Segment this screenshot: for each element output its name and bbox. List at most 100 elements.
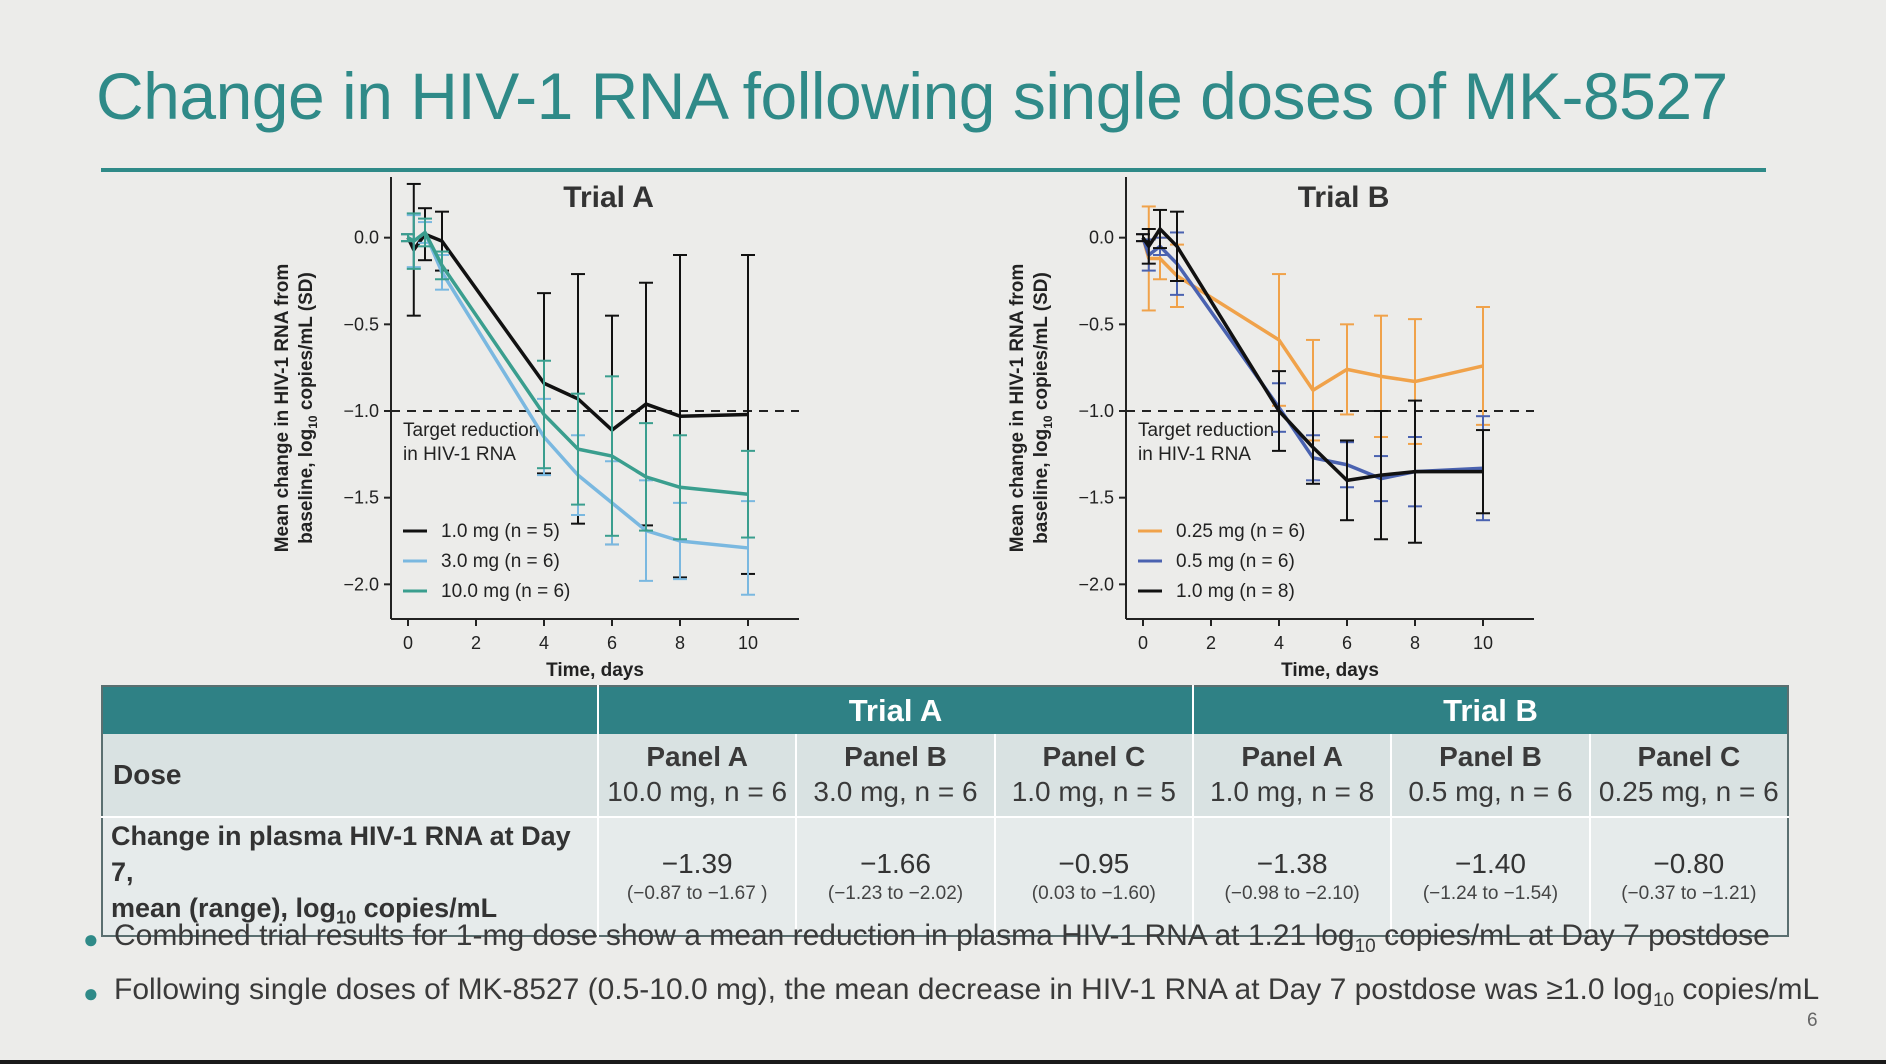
- chart-trial-a: Trial A 0.0 −0.5 −1.0 −1.5 −2.0 0 2 4 6 8 10 Time, d…: [272, 177, 799, 681]
- legend-label: 0.5 mg (n = 6): [1176, 551, 1295, 572]
- target-annotation: in HIV-1 RNA: [1138, 444, 1251, 465]
- x-tick-label: 10: [738, 633, 758, 653]
- x-tick-label: 6: [1342, 633, 1352, 653]
- bottom-bar: [0, 1060, 1886, 1064]
- page-number: 6: [1807, 1010, 1818, 1031]
- x-tick-label: 6: [607, 633, 617, 653]
- mean-value: −0.95: [1058, 847, 1130, 879]
- legend-label: 1.0 mg (n = 5): [441, 521, 560, 542]
- x-tick-label: 8: [1410, 633, 1420, 653]
- x-axis-label: Time, days: [546, 660, 644, 681]
- value-cell: −0.80 (−0.37 to −1.21): [1588, 815, 1788, 937]
- series-0: [1136, 205, 1490, 445]
- range-value: (−0.98 to −2.10): [1224, 882, 1360, 904]
- chart-trial-b: Trial B 0.0 −0.5 −1.0 −1.5 −2.0 0 2 4 6 8 10 Time, d…: [1007, 177, 1534, 681]
- dose-row-label: Dose: [102, 734, 598, 817]
- value-cell: −1.38 (−0.98 to −2.10): [1191, 815, 1392, 937]
- bullet-item: ● Combined trial results for 1-mg dose s…: [80, 914, 1819, 968]
- bullet-dot-icon: ●: [83, 924, 99, 954]
- series-2: [401, 212, 755, 541]
- panel-dose: 0.25 mg, n = 6: [1598, 776, 1779, 807]
- target-annotation: in HIV-1 RNA: [403, 444, 516, 465]
- range-value: (−1.23 to −2.02): [827, 882, 964, 904]
- y-tick-label: −2.0: [343, 574, 379, 594]
- value-cell: −0.95 (0.03 to −1.60): [993, 815, 1193, 937]
- header-trial-b: Trial B: [1191, 686, 1788, 734]
- y-axis-label-line2: baseline, log10 copies/mL (SD): [296, 272, 320, 544]
- mean-value: −1.39: [661, 847, 733, 879]
- change-label-line2: mean (range), log10 copies/mL: [111, 893, 498, 928]
- mean-value: −0.80: [1653, 847, 1725, 879]
- range-value: (−0.37 to −1.21): [1621, 882, 1757, 904]
- panel-cell: Panel C 0.25 mg, n = 6: [1588, 734, 1788, 817]
- x-tick-label: 8: [675, 633, 685, 653]
- panel-cell: Panel C 1.0 mg, n = 5: [993, 734, 1193, 817]
- y-tick-label: −1.0: [1078, 401, 1114, 421]
- series-line: [407, 230, 749, 496]
- target-annotation: Target reduction: [1138, 420, 1274, 441]
- panel-name: Panel A: [646, 741, 748, 772]
- x-tick-label: 10: [1473, 633, 1493, 653]
- panel-name: Panel A: [1241, 741, 1343, 772]
- change-label-line1: Change in plasma HIV-1 RNA at Day 7,: [111, 821, 571, 887]
- range-value: (−0.87 to −1.67 ): [626, 882, 768, 904]
- y-tick-label: −1.5: [343, 488, 379, 508]
- target-annotation: Target reduction: [403, 420, 539, 441]
- range-value: (0.03 to −1.60): [1031, 882, 1156, 904]
- bullet-dot-icon: ●: [83, 978, 99, 1008]
- panel-cell: Panel B 3.0 mg, n = 6: [795, 734, 995, 817]
- panel-name: Panel B: [1439, 741, 1542, 772]
- value-cell: −1.39 (−0.87 to −1.67 ): [596, 815, 797, 937]
- panel-dose: 1.0 mg, n = 8: [1210, 776, 1375, 807]
- legend-label: 3.0 mg (n = 6): [441, 551, 560, 572]
- bullet-item: ● Following single doses of MK-8527 (0.5…: [80, 968, 1819, 1022]
- header-blank-cell: [102, 686, 598, 734]
- panel-dose: 10.0 mg, n = 6: [607, 776, 788, 807]
- header-trial-a: Trial A: [597, 686, 1193, 734]
- series-2: [1136, 208, 1490, 544]
- series-0: [401, 182, 755, 579]
- panel-cell: Panel B 0.5 mg, n = 6: [1390, 734, 1590, 817]
- panel-name: Panel C: [1042, 741, 1146, 772]
- y-tick-label: −0.5: [343, 314, 379, 334]
- change-row-label: Change in plasma HIV-1 RNA at Day 7, mea…: [102, 815, 598, 937]
- panel-dose: 1.0 mg, n = 5: [1011, 776, 1176, 807]
- y-axis-label-line2: baseline, log10 copies/mL (SD): [1031, 272, 1055, 544]
- y-tick-label: −1.5: [1078, 488, 1114, 508]
- x-tick-label: 4: [539, 633, 549, 653]
- results-table: Trial A Trial B Dose Panel A 10.0 mg, n …: [101, 685, 1789, 938]
- mean-value: −1.66: [860, 847, 931, 879]
- panel-cell: Panel A 1.0 mg, n = 8: [1191, 734, 1392, 817]
- mean-value: −1.40: [1455, 847, 1526, 879]
- chart-title: Trial B: [1298, 181, 1390, 214]
- x-tick-label: 0: [403, 633, 413, 653]
- panel-name: Panel B: [844, 741, 947, 772]
- chart-title: Trial A: [563, 181, 654, 214]
- value-cell: −1.66 (−1.23 to −2.02): [795, 815, 995, 937]
- y-tick-label: 0.0: [1089, 228, 1114, 248]
- panel-name: Panel C: [1637, 741, 1741, 772]
- x-tick-label: 0: [1138, 633, 1148, 653]
- x-tick-label: 4: [1274, 633, 1284, 653]
- panel-dose: 3.0 mg, n = 6: [813, 776, 978, 807]
- x-tick-label: 2: [1206, 633, 1216, 653]
- series-line: [1141, 227, 1483, 483]
- y-axis-label-line1: Mean change in HIV-1 RNA from: [272, 264, 293, 553]
- legend-label: 1.0 mg (n = 8): [1176, 581, 1295, 602]
- slide-title: Change in HIV-1 RNA following single dos…: [96, 59, 1728, 133]
- value-cell: −1.40 (−1.24 to −1.54): [1390, 815, 1590, 937]
- y-tick-label: −2.0: [1078, 574, 1114, 594]
- legend-label: 0.25 mg (n = 6): [1176, 521, 1305, 542]
- y-axis-label-line1: Mean change in HIV-1 RNA from: [1007, 264, 1028, 553]
- panel-cell: Panel A 10.0 mg, n = 6: [596, 734, 797, 817]
- title-divider: [101, 168, 1766, 172]
- x-tick-label: 2: [471, 633, 481, 653]
- series-line: [1141, 237, 1484, 392]
- panel-dose: 0.5 mg, n = 6: [1408, 776, 1573, 807]
- x-axis-label: Time, days: [1281, 660, 1379, 681]
- range-value: (−1.24 to −1.54): [1422, 882, 1559, 904]
- mean-value: −1.38: [1256, 847, 1328, 879]
- legend-label: 10.0 mg (n = 6): [441, 581, 570, 602]
- y-tick-label: 0.0: [354, 228, 379, 248]
- bullet-list: ● Combined trial results for 1-mg dose s…: [80, 914, 1819, 1022]
